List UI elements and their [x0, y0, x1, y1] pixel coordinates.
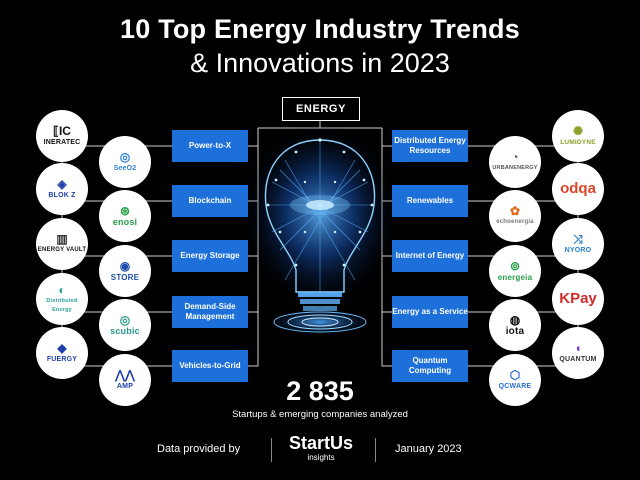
trend-energy-storage: Energy Storage — [172, 240, 248, 272]
energeia-icon: ⊚ — [509, 259, 521, 273]
urbanenergy-icon: ◔ — [511, 150, 519, 164]
qcware-icon: ⬡ — [509, 368, 521, 382]
logo-quantum: ◖ QUANTUM — [552, 327, 604, 379]
odqa-icon: odqa — [560, 180, 596, 197]
echoenergia-icon: ✿ — [509, 204, 521, 218]
lumidyne-icon: ✺ — [572, 124, 584, 138]
trend-blockchain: Blockchain — [172, 185, 248, 217]
trend-distributed-energy-resources: Distributed Energy Resources — [392, 130, 468, 162]
logo-iota: ◍ iota — [489, 299, 541, 351]
iota-icon: ◍ — [509, 313, 521, 327]
nyoro-icon: ⤨ — [573, 232, 583, 246]
logo-energyvault: ▥ ENERGY VAULT — [36, 218, 88, 270]
logo-energeia: ⊚ energeia — [489, 245, 541, 297]
store-icon: ◉ — [119, 259, 131, 273]
trend-quantum-computing: Quantum Computing — [392, 350, 468, 382]
logo-qcware: ⬡ QCWARE — [489, 354, 541, 406]
startus-logo: StartUs insights — [281, 433, 361, 462]
lightbulb-icon — [240, 120, 400, 334]
logo-echoenergia: ✿ echoenergia — [489, 190, 541, 242]
footer-divider-left — [271, 438, 272, 462]
footer-date: January 2023 — [395, 443, 462, 455]
trend-renewables: Renewables — [392, 185, 468, 217]
trend-energy-as-a-service: Energy as a Service — [392, 296, 468, 328]
logo-kpay: KPay — [552, 273, 604, 325]
footer-divider-right — [375, 438, 376, 462]
logo-odqa: odqa — [552, 163, 604, 215]
logo-scubic: ◎ scubic — [99, 299, 151, 351]
logo-lumidyne: ✺ LUMIDYNE — [552, 110, 604, 162]
enosi-icon: ⊛ — [119, 204, 131, 218]
fuergy-icon: ◆ — [57, 341, 67, 355]
energy-center-label: ENERGY — [282, 97, 360, 121]
logo-amp: ⋀⋀ AMP — [99, 354, 151, 406]
scubic-icon: ◎ — [119, 313, 131, 327]
trend-demand-side-management: Demand-Side Management — [172, 296, 248, 328]
logo-nyoro: ⤨ NYORO — [552, 218, 604, 270]
ineratec-icon: ⟦IC — [53, 124, 71, 138]
page-title: 10 Top Energy Industry Trends — [120, 14, 520, 44]
footer-provided-by: Data provided by — [157, 443, 241, 455]
distributedenergy-icon: ◐ — [58, 282, 66, 297]
logo-urbanenergy: ◔ URBANENERGY — [489, 136, 541, 188]
seeo2-icon: ◎ — [119, 150, 131, 164]
logo-seeo2: ◎ SeeO2 — [99, 136, 151, 188]
trend-vehicles-to-grid: Vehicles-to-Grid — [172, 350, 248, 382]
kpay-icon: KPay — [559, 290, 597, 307]
amp-icon: ⋀⋀ — [115, 368, 135, 382]
logo-fuergy: ◆ FUERGY — [36, 327, 88, 379]
companies-caption: Startups & emerging companies analyzed — [232, 409, 408, 420]
energyvault-icon: ▥ — [56, 232, 68, 246]
logo-distributedenergy: ◐ Distributed Energy — [36, 273, 88, 325]
logo-store: ◉ STORE — [99, 245, 151, 297]
logo-blokz: ◈ BLOK Z — [36, 163, 88, 215]
page-subtitle: & Innovations in 2023 — [190, 48, 450, 78]
trend-power-to-x: Power-to-X — [172, 130, 248, 162]
brand-main: StartUs — [288, 433, 354, 453]
blokz-icon: ◈ — [57, 177, 67, 191]
companies-count: 2 835 — [286, 376, 354, 406]
brand-sub: insights — [307, 453, 335, 462]
quantum-icon: ◖ — [574, 341, 582, 355]
logo-enosi: ⊛ enosi — [99, 190, 151, 242]
logo-ineratec: ⟦IC INERATEC — [36, 110, 88, 162]
trend-internet-of-energy: Internet of Energy — [392, 240, 468, 272]
